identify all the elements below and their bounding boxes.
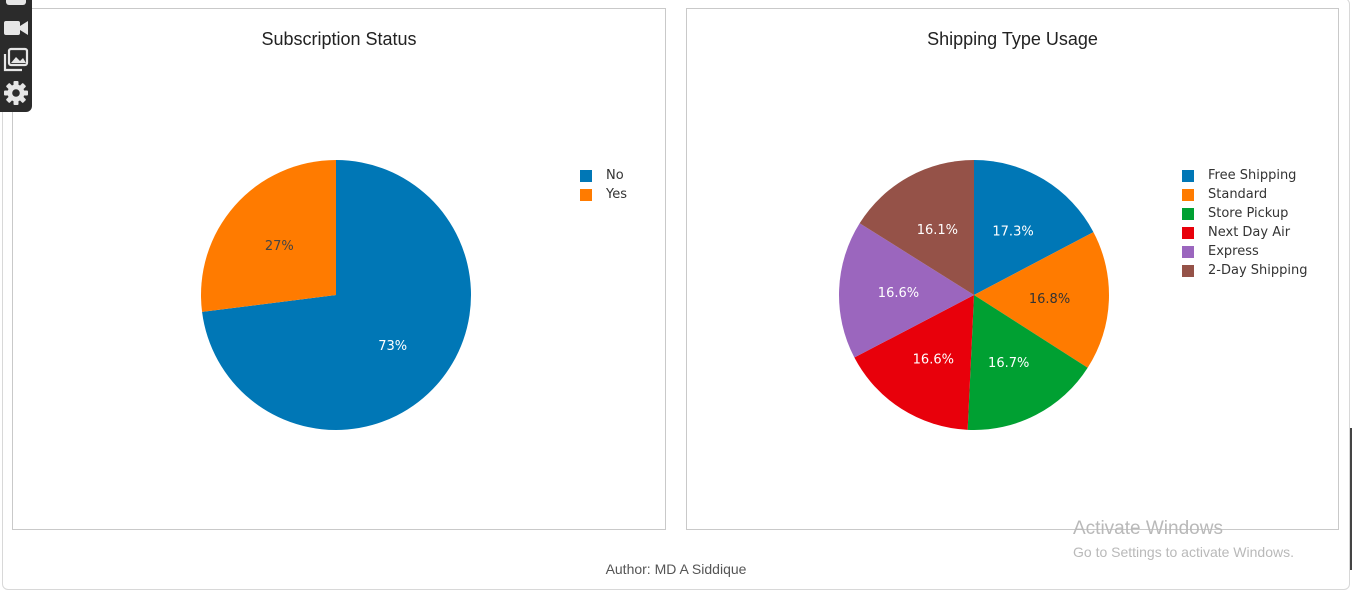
subscription-pie: 73% 27% xyxy=(201,160,472,430)
subscription-legend[interactable]: No Yes xyxy=(580,166,627,204)
legend-label: Yes xyxy=(606,187,627,202)
watermark-subtitle: Go to Settings to activate Windows. xyxy=(1073,544,1294,560)
legend-swatch xyxy=(1182,226,1194,239)
legend-swatch xyxy=(1182,245,1194,258)
subscription-slice-0[interactable] xyxy=(202,160,472,430)
legend-label: Store Pickup xyxy=(1208,206,1289,221)
activation-watermark: Activate Windows Go to Settings to activ… xyxy=(1073,518,1294,560)
shipping-slice-2[interactable] xyxy=(967,295,1088,430)
shipping-chart-panel: Shipping Type Usage 17.3% 16.8% 16.7% 16.6%… xyxy=(686,8,1339,530)
shipping-slice-5[interactable] xyxy=(859,160,974,295)
chart-title: Subscription Status xyxy=(261,29,417,49)
side-toolbar xyxy=(0,0,32,112)
camera-icon[interactable] xyxy=(3,15,29,41)
legend-swatch xyxy=(1182,169,1194,182)
legend-swatch xyxy=(1182,207,1194,220)
shipping-slice-label-3: 16.6% xyxy=(913,353,954,368)
watermark-title: Activate Windows xyxy=(1073,518,1223,539)
legend-item-no[interactable]: No xyxy=(580,166,627,185)
legend-label: Express xyxy=(1208,244,1259,259)
shipping-slice-label-2: 16.7% xyxy=(988,356,1029,371)
legend-label: 2-Day Shipping xyxy=(1208,263,1308,278)
chart-title: Shipping Type Usage xyxy=(927,29,1098,49)
shipping-slice-1[interactable] xyxy=(974,232,1109,368)
legend-item-express[interactable]: Express xyxy=(1182,242,1307,261)
subscription-slice-label-1: 27% xyxy=(265,239,294,254)
legend-swatch xyxy=(1182,264,1194,277)
author-credit: Author: MD A Siddique xyxy=(605,561,747,577)
legend-item-2-day-shipping[interactable]: 2-Day Shipping xyxy=(1182,261,1307,280)
legend-label: Next Day Air xyxy=(1208,225,1291,240)
gear-icon[interactable] xyxy=(3,80,29,106)
shipping-slice-0[interactable] xyxy=(974,160,1094,295)
subscription-chart-panel: Subscription Status 73% 27% No Yes xyxy=(12,8,666,530)
legend-label: Free Shipping xyxy=(1208,168,1297,183)
legend-item-yes[interactable]: Yes xyxy=(580,185,627,204)
legend-item-standard[interactable]: Standard xyxy=(1182,185,1307,204)
legend-label: Standard xyxy=(1208,187,1268,202)
legend-item-free-shipping[interactable]: Free Shipping xyxy=(1182,166,1307,185)
shipping-slice-label-4: 16.6% xyxy=(878,286,919,301)
shipping-legend[interactable]: Free Shipping Standard Store Pickup Next… xyxy=(1182,166,1307,280)
shipping-pie: 17.3% 16.8% 16.7% 16.6% 16.6% 16.1% xyxy=(839,160,1109,430)
legend-item-store-pickup[interactable]: Store Pickup xyxy=(1182,204,1307,223)
subscription-slice-1[interactable] xyxy=(201,160,336,312)
shipping-slice-3[interactable] xyxy=(854,295,974,430)
shipping-slice-label-5: 16.1% xyxy=(917,223,958,238)
subscription-slice-label-0: 73% xyxy=(378,339,407,354)
legend-swatch xyxy=(1182,188,1194,201)
shipping-slice-label-1: 16.8% xyxy=(1029,292,1070,307)
square-icon[interactable] xyxy=(3,0,29,12)
legend-swatch xyxy=(580,169,592,182)
legend-swatch xyxy=(580,188,592,201)
legend-item-next-day-air[interactable]: Next Day Air xyxy=(1182,223,1307,242)
scrollbar[interactable] xyxy=(1350,428,1352,570)
images-icon[interactable] xyxy=(3,47,29,73)
shipping-slice-4[interactable] xyxy=(839,223,974,358)
legend-label: No xyxy=(606,168,624,183)
shipping-slice-label-0: 17.3% xyxy=(992,224,1033,239)
